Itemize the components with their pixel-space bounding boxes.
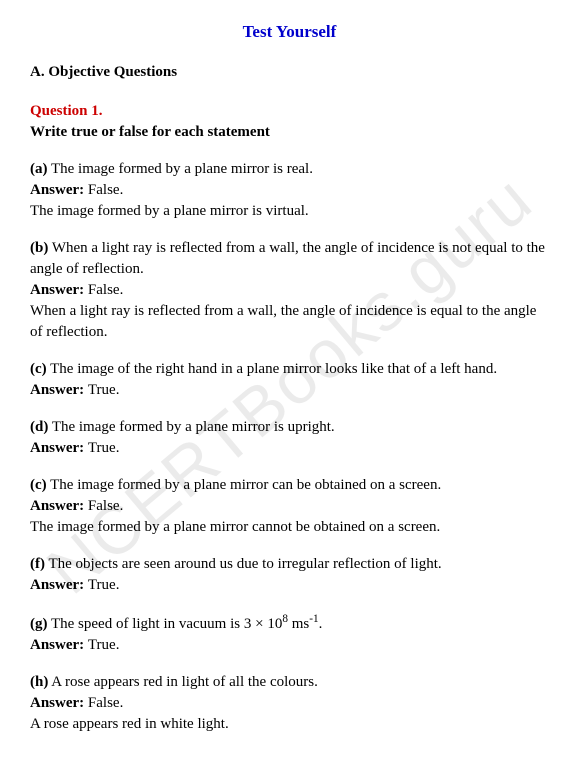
item-label: (d) <box>30 419 48 435</box>
answer-value: True. <box>88 440 120 456</box>
answer-label: Answer: <box>30 498 88 514</box>
statement-text: The speed of light in vacuum is 3 × 10 <box>48 616 283 632</box>
statement-line: (h) A rose appears red in light of all t… <box>30 672 549 693</box>
statement-text: The image of the right hand in a plane m… <box>47 361 497 377</box>
item-label: (c) <box>30 361 47 377</box>
explanation-text: When a light ray is reflected from a wal… <box>30 301 549 343</box>
statement-line: (b) When a light ray is reflected from a… <box>30 238 549 280</box>
answer-line: Answer: True. <box>30 380 549 401</box>
explanation-text: The image formed by a plane mirror canno… <box>30 517 549 538</box>
statement-line: (f) The objects are seen around us due t… <box>30 554 549 575</box>
statement-line: (c) The image of the right hand in a pla… <box>30 359 549 380</box>
answer-value: False. <box>88 282 123 298</box>
answer-label: Answer: <box>30 182 88 198</box>
statement-text: When a light ray is reflected from a wal… <box>30 240 545 277</box>
item-label: (a) <box>30 161 48 177</box>
items-list: (a) The image formed by a plane mirror i… <box>30 159 549 735</box>
statement-text: A rose appears red in light of all the c… <box>48 674 318 690</box>
answer-line: Answer: True. <box>30 635 549 656</box>
answer-value: True. <box>88 637 120 653</box>
statement-line: (c) The image formed by a plane mirror c… <box>30 475 549 496</box>
answer-label: Answer: <box>30 382 88 398</box>
statement-text-end: . <box>319 616 323 632</box>
statement-text: The image formed by a plane mirror can b… <box>47 477 442 493</box>
superscript: -1 <box>309 613 318 625</box>
explanation-text: The image formed by a plane mirror is vi… <box>30 201 549 222</box>
statement-text-after: ms <box>288 616 309 632</box>
statement-line: (g) The speed of light in vacuum is 3 × … <box>30 612 549 635</box>
answer-line: Answer: False. <box>30 496 549 517</box>
document-content: Test Yourself A. Objective Questions Que… <box>30 20 549 735</box>
answer-label: Answer: <box>30 440 88 456</box>
answer-label: Answer: <box>30 577 88 593</box>
question-item: (f) The objects are seen around us due t… <box>30 554 549 596</box>
answer-line: Answer: True. <box>30 575 549 596</box>
statement-text: The objects are seen around us due to ir… <box>45 556 442 572</box>
question-item: (g) The speed of light in vacuum is 3 × … <box>30 612 549 656</box>
statement-line: (d) The image formed by a plane mirror i… <box>30 417 549 438</box>
question-item: (c) The image formed by a plane mirror c… <box>30 475 549 538</box>
question-item: (c) The image of the right hand in a pla… <box>30 359 549 401</box>
item-label: (b) <box>30 240 48 256</box>
statement-line: (a) The image formed by a plane mirror i… <box>30 159 549 180</box>
answer-value: False. <box>88 182 123 198</box>
answer-value: True. <box>88 382 120 398</box>
page-title: Test Yourself <box>30 20 549 44</box>
answer-label: Answer: <box>30 637 88 653</box>
answer-line: Answer: False. <box>30 693 549 714</box>
item-label: (g) <box>30 616 48 632</box>
question-header: Question 1. Write true or false for each… <box>30 101 549 143</box>
item-label: (h) <box>30 674 48 690</box>
item-label: (f) <box>30 556 45 572</box>
answer-line: Answer: False. <box>30 180 549 201</box>
question-item: (d) The image formed by a plane mirror i… <box>30 417 549 459</box>
answer-value: False. <box>88 695 123 711</box>
answer-value: True. <box>88 577 120 593</box>
answer-line: Answer: False. <box>30 280 549 301</box>
question-item: (h) A rose appears red in light of all t… <box>30 672 549 735</box>
question-number: Question 1. <box>30 101 549 122</box>
answer-value: False. <box>88 498 123 514</box>
statement-text: The image formed by a plane mirror is re… <box>48 161 313 177</box>
question-item: (a) The image formed by a plane mirror i… <box>30 159 549 222</box>
answer-label: Answer: <box>30 282 88 298</box>
item-label: (c) <box>30 477 47 493</box>
explanation-text: A rose appears red in white light. <box>30 714 549 735</box>
question-item: (b) When a light ray is reflected from a… <box>30 238 549 343</box>
statement-text: The image formed by a plane mirror is up… <box>48 419 334 435</box>
answer-line: Answer: True. <box>30 438 549 459</box>
answer-label: Answer: <box>30 695 88 711</box>
question-title: Write true or false for each statement <box>30 122 549 143</box>
section-heading: A. Objective Questions <box>30 62 549 83</box>
